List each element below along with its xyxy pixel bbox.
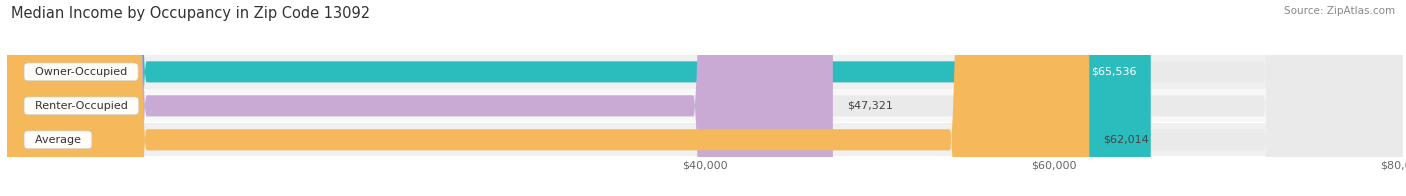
FancyBboxPatch shape: [7, 0, 1403, 196]
FancyBboxPatch shape: [7, 0, 1090, 196]
FancyBboxPatch shape: [7, 0, 1403, 196]
FancyBboxPatch shape: [7, 89, 1403, 122]
FancyBboxPatch shape: [7, 0, 832, 196]
Text: Average: Average: [28, 135, 89, 145]
Text: Median Income by Occupancy in Zip Code 13092: Median Income by Occupancy in Zip Code 1…: [11, 6, 370, 21]
Text: Renter-Occupied: Renter-Occupied: [28, 101, 135, 111]
Text: Source: ZipAtlas.com: Source: ZipAtlas.com: [1284, 6, 1395, 16]
Text: $62,014: $62,014: [1104, 135, 1149, 145]
FancyBboxPatch shape: [7, 123, 1403, 156]
Text: $65,536: $65,536: [1091, 67, 1137, 77]
FancyBboxPatch shape: [7, 0, 1403, 196]
FancyBboxPatch shape: [7, 0, 1150, 196]
FancyBboxPatch shape: [7, 55, 1403, 89]
Text: $47,321: $47,321: [846, 101, 893, 111]
Text: Owner-Occupied: Owner-Occupied: [28, 67, 134, 77]
